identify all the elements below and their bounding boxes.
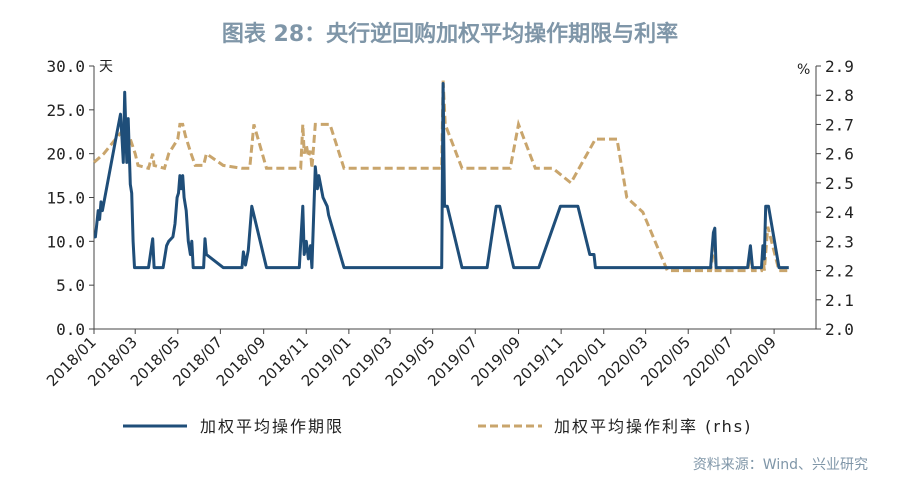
axes <box>93 66 817 330</box>
x-ticks: 2018/012018/032018/052018/072018/092018/… <box>43 329 780 390</box>
y-right-tick-label: 2.6 <box>825 145 854 164</box>
y-right-tick-label: 2.2 <box>825 262 854 281</box>
y-right-tick-label: 2.0 <box>825 320 854 339</box>
series-line-term <box>93 82 789 270</box>
legend-label-rate: 加权平均操作利率 (rhs) <box>554 417 752 436</box>
y-right-tick-label: 2.9 <box>825 57 854 76</box>
y-left-tick-label: 25.0 <box>46 101 85 120</box>
y-right-tick-label: 2.8 <box>825 86 854 105</box>
legend: 加权平均操作期限 加权平均操作利率 (rhs) <box>123 417 752 436</box>
legend-label-term: 加权平均操作期限 <box>200 417 344 436</box>
y-right-tick-label: 2.7 <box>825 115 854 134</box>
y-left-tick-label: 10.0 <box>46 232 85 251</box>
y-right-tick-label: 2.3 <box>825 232 854 251</box>
y-right-tick-label: 2.4 <box>825 203 854 222</box>
y-right-tick-label: 2.5 <box>825 174 854 193</box>
y-right-unit: % <box>797 62 810 78</box>
y-right-ticks: 2.0 2.1 2.2 2.3 2.4 2.5 2.6 2.7 2.8 2.9 <box>816 57 854 339</box>
y-left-tick-label: 5.0 <box>56 276 85 295</box>
y-right-tick-label: 2.1 <box>825 291 854 310</box>
chart-title: 图表 28：央行逆回购加权平均操作期限与利率 <box>222 21 678 47</box>
y-left-ticks: 0.0 5.0 10.0 15.0 20.0 25.0 30.0 <box>46 57 94 339</box>
y-left-tick-label: 30.0 <box>46 57 85 76</box>
y-left-tick-label: 0.0 <box>56 320 85 339</box>
y-left-unit: 天 <box>99 59 113 75</box>
source-note: 资料来源：Wind、兴业研究 <box>693 457 868 473</box>
y-left-tick-label: 15.0 <box>46 189 85 208</box>
y-left-tick-label: 20.0 <box>46 145 85 164</box>
